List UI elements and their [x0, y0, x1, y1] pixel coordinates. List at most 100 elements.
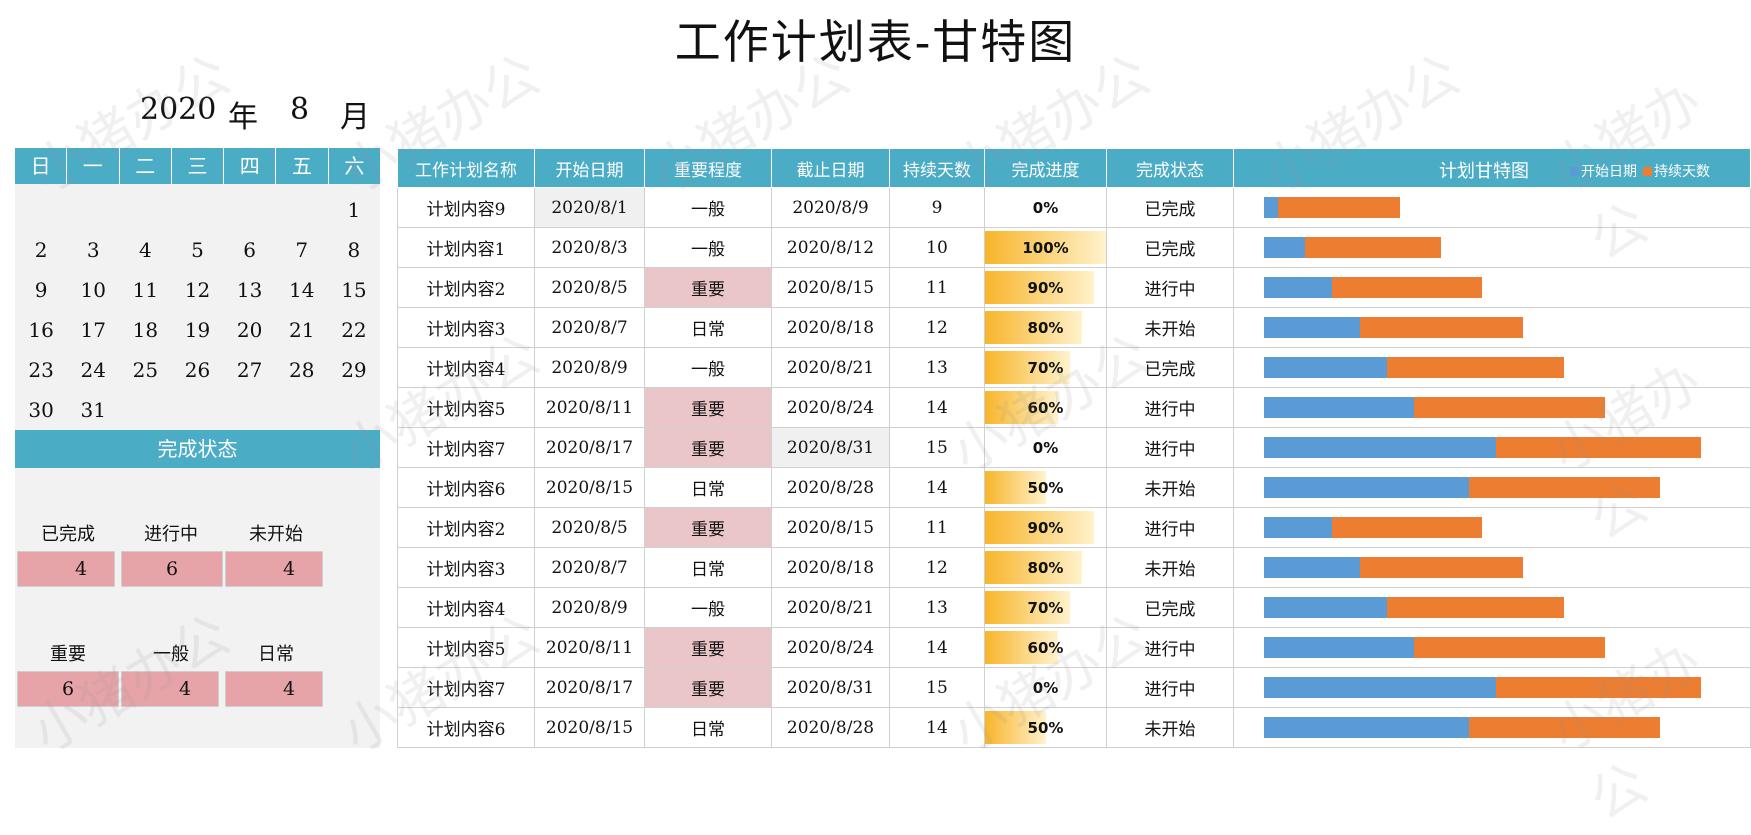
cell-status: 已完成: [1106, 347, 1234, 388]
cell-progress: 50%: [984, 467, 1107, 508]
cell-gantt: [1233, 307, 1751, 348]
calendar-day: 31: [80, 398, 106, 422]
calendar-day: [328, 390, 380, 430]
cell-end-date: 2020/8/9: [771, 187, 890, 228]
cell-importance: 重要: [644, 627, 772, 668]
cell-start-date: 2020/8/11: [534, 387, 645, 428]
table-row: 计划内容5 2020/8/11 重要 2020/8/24 14 60% 进行中: [397, 627, 1751, 668]
legend-item-start: 开始日期: [1570, 161, 1637, 181]
calendar-day: 3: [86, 238, 100, 262]
cell-importance: 重要: [644, 267, 772, 308]
gantt-bar-duration-segment: [1414, 637, 1606, 658]
calendar-day: 11: [132, 278, 159, 302]
cell-gantt: [1233, 507, 1751, 548]
importance-value-normal: 4: [121, 671, 219, 707]
col-header-days: 持续天数: [889, 148, 985, 188]
cell-progress: 50%: [984, 707, 1107, 748]
gantt-bar: [1264, 357, 1565, 378]
cell-importance: 重要: [644, 507, 772, 548]
progress-text: 60%: [1027, 638, 1064, 657]
cell-days: 13: [889, 347, 985, 388]
progress-fill: [985, 271, 1094, 304]
weekday-header: 一: [67, 148, 120, 184]
cell-start-date: 2020/8/9: [534, 347, 645, 388]
progress-text: 0%: [1032, 678, 1059, 697]
calendar-day: 22: [341, 318, 367, 342]
cell-progress: 90%: [984, 507, 1107, 548]
cell-name: 计划内容6: [397, 467, 535, 508]
cell-gantt: [1233, 467, 1751, 508]
gantt-bar-duration-segment: [1277, 197, 1401, 218]
calendar-day: 2: [34, 238, 48, 262]
legend-label-start: 开始日期: [1581, 164, 1637, 180]
cell-gantt: [1233, 347, 1751, 388]
cell-name: 计划内容1: [397, 227, 535, 268]
page-title: 工作计划表-甘特图: [674, 15, 1077, 69]
gantt-bar-duration-segment: [1468, 477, 1660, 498]
calendar-day: 26: [184, 358, 211, 382]
importance-label-daily: 日常: [258, 644, 294, 665]
calendar-day: 15: [341, 278, 367, 302]
cell-status: 进行中: [1106, 387, 1234, 428]
gantt-bar-duration-segment: [1496, 437, 1701, 458]
gantt-bar-duration-segment: [1359, 557, 1524, 578]
cell-gantt: [1233, 187, 1751, 228]
cell-end-date: 2020/8/18: [771, 547, 890, 588]
calendar-weekday-header: 日一二三四五六: [15, 148, 380, 184]
importance-label-normal: 一般: [153, 644, 189, 665]
cell-days: 14: [889, 707, 985, 748]
calendar-day: 19: [184, 318, 211, 342]
gantt-bar-start-segment: [1264, 557, 1360, 578]
calendar-day: 9: [34, 278, 48, 302]
cell-status: 进行中: [1106, 667, 1234, 708]
calendar-day: 30: [28, 398, 54, 422]
col-header-end: 截止日期: [771, 148, 890, 188]
weekday-header: 三: [172, 148, 225, 184]
status-panel-header: 完成状态: [15, 430, 380, 468]
cell-progress: 80%: [984, 547, 1107, 588]
progress-text: 0%: [1032, 438, 1059, 457]
cell-end-date: 2020/8/31: [771, 667, 890, 708]
progress-fill: [985, 471, 1046, 504]
progress-fill: [985, 351, 1070, 384]
gantt-bar-duration-segment: [1414, 397, 1606, 418]
cell-progress: 90%: [984, 267, 1107, 308]
col-header-start: 开始日期: [534, 148, 645, 188]
cell-start-date: 2020/8/15: [534, 707, 645, 748]
cell-progress: 100%: [984, 227, 1107, 268]
table-header-row: 工作计划名称 开始日期 重要程度 截止日期 持续天数 完成进度 完成状态 计划甘…: [397, 148, 1751, 188]
cell-gantt: [1233, 267, 1751, 308]
calendar-day: 14: [289, 278, 315, 302]
year-month: 2020 年 8 月: [140, 92, 370, 136]
cell-name: 计划内容6: [397, 707, 535, 748]
cell-name: 计划内容7: [397, 427, 535, 468]
calendar-day: 1: [347, 198, 361, 222]
cell-name: 计划内容9: [397, 187, 535, 228]
cell-start-date: 2020/8/17: [534, 427, 645, 468]
gantt-title: 计划甘特图: [1439, 161, 1529, 182]
table-row: 计划内容4 2020/8/9 一般 2020/8/21 13 70% 已完成: [397, 587, 1751, 628]
cell-gantt: [1233, 227, 1751, 268]
calendar-day: 4: [138, 238, 152, 262]
cell-days: 15: [889, 427, 985, 468]
progress-text: 50%: [1027, 478, 1064, 497]
year-unit: 年: [228, 100, 258, 135]
table-row: 计划内容2 2020/8/5 重要 2020/8/15 11 90% 进行中: [397, 507, 1751, 548]
calendar-day: [171, 390, 223, 430]
gantt-bar-start-segment: [1264, 397, 1415, 418]
calendar-day: [276, 190, 328, 230]
cell-importance: 日常: [644, 547, 772, 588]
calendar-day: 5: [191, 238, 204, 262]
gantt-bar: [1264, 517, 1483, 538]
gantt-bar-duration-segment: [1468, 717, 1660, 738]
gantt-bar: [1264, 237, 1442, 258]
calendar-day: 23: [28, 358, 54, 382]
cell-end-date: 2020/8/24: [771, 627, 890, 668]
table-row: 计划内容4 2020/8/9 一般 2020/8/21 13 70% 已完成: [397, 347, 1751, 388]
cell-start-date: 2020/8/11: [534, 627, 645, 668]
calendar-day: 24: [80, 358, 106, 382]
cell-progress: 60%: [984, 387, 1107, 428]
gantt-bar-start-segment: [1264, 197, 1278, 218]
table-row: 计划内容7 2020/8/17 重要 2020/8/31 15 0% 进行中: [397, 427, 1751, 468]
year-value: 2020: [140, 92, 217, 127]
